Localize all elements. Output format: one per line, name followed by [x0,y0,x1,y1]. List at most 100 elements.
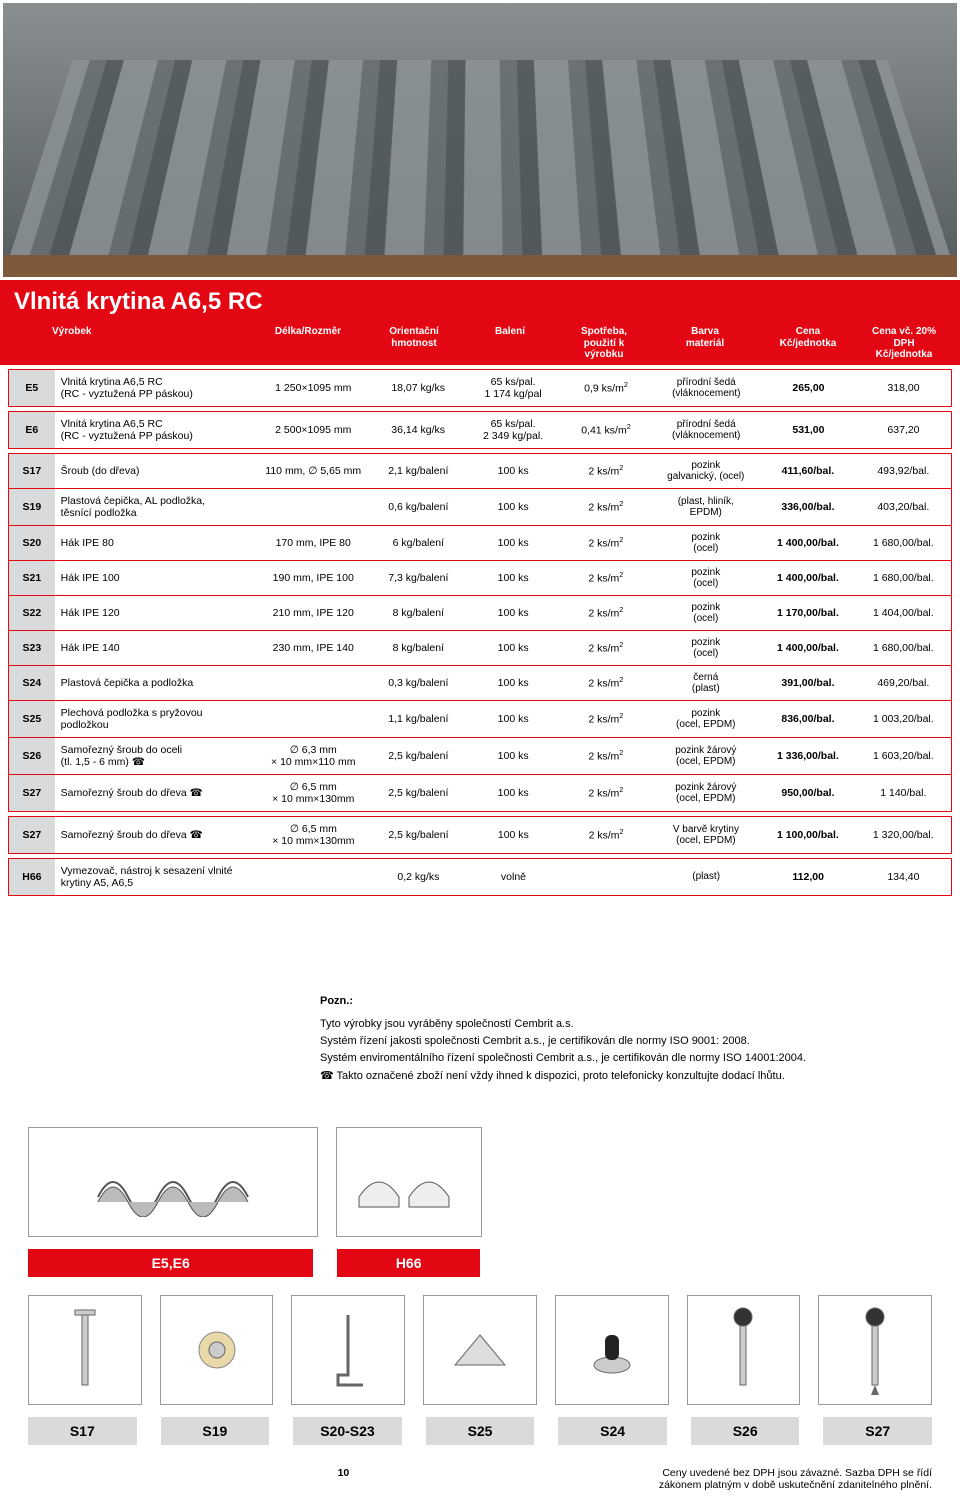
cell-usage: 2 ks/m2 [560,700,651,737]
cell-desc: Plastová čepička a podložka [55,665,256,700]
cell-usage: 2 ks/m2 [561,817,652,853]
table-block: S17Šroub (do dřeva)110 mm, ∅ 5,65 mm2,1 … [8,453,952,812]
table-row: S17Šroub (do dřeva)110 mm, ∅ 5,65 mm2,1 … [9,454,951,488]
cell-weight: 0,3 kg/balení [371,665,466,700]
cell-dim: 230 mm, IPE 140 [256,630,371,665]
cell-dim: 190 mm, IPE 100 [256,560,371,595]
cell-code: S22 [9,595,55,630]
chip-h66: H66 [337,1249,480,1277]
cell-pack: 100 ks [466,737,561,774]
cell-weight: 2,5 kg/balení [371,774,466,811]
cell-dim: 110 mm, ∅ 5,65 mm [256,454,371,488]
phone-icon: ☎ [190,787,204,799]
drawing-s24 [555,1295,669,1405]
table-header: Výrobek Délka/Rozměr Orientačníhmotnost … [0,322,960,365]
table-row: E5Vlnitá krytina A6,5 RC(RC - vyztužená … [9,370,951,406]
cell-material: pozink(ocel) [651,560,760,595]
cell-usage: 0,41 ks/m2 [561,412,652,448]
cell-weight: 2,5 kg/balení [371,737,466,774]
cell-usage: 2 ks/m2 [560,665,651,700]
th-dim: Délka/Rozměr [250,322,366,365]
cell-weight: 8 kg/balení [371,595,466,630]
note-line: Tyto výrobky jsou vyráběny společností C… [320,1018,920,1030]
cell-weight: 36,14 kg/ks [371,412,466,448]
cell-weight: 8 kg/balení [371,630,466,665]
cell-pack: 100 ks [466,525,561,560]
cell-price: 265,00 [761,370,856,406]
cell-price-vat: 1 003,20/bal. [856,700,951,737]
cell-pack: volně [466,859,561,895]
table-row: S20Hák IPE 80170 mm, IPE 806 kg/balení10… [9,525,951,560]
cell-dim [257,859,371,895]
cell-usage: 2 ks/m2 [560,454,651,488]
th-material: Barvamateriál [650,322,760,365]
cell-desc: Samořezný šroub do dřeva ☎ [55,774,256,811]
cell-material: pozinkgalvanický, (ocel) [651,454,760,488]
cell-dim: ∅ 6,5 mm× 10 mm×130mm [256,817,371,853]
table-row: S23Hák IPE 140230 mm, IPE 1408 kg/balení… [9,630,951,665]
drawing-s27 [818,1295,932,1405]
cell-code: S20 [9,525,55,560]
note-line: Systém řízení jakosti společnosti Cembri… [320,1035,920,1047]
note-line: Systém enviromentálního řízení společnos… [320,1052,920,1064]
cell-material: (plast, hliník,EPDM) [651,488,760,525]
cell-material: pozink(ocel) [651,630,760,665]
cell-price: 391,00/bal. [760,665,855,700]
drawing-s17 [28,1295,142,1405]
chip: S20-S23 [293,1417,402,1445]
table-row: S25Plechová podložka s pryžovoupodložkou… [9,700,951,737]
drawing-e5e6 [28,1127,318,1237]
cell-price-vat: 1 680,00/bal. [856,525,951,560]
cell-price-vat: 1 603,20/bal. [856,737,951,774]
cell-usage: 2 ks/m2 [560,774,651,811]
page-title: Vlnitá krytina A6,5 RC [14,288,946,322]
cell-desc: Plechová podložka s pryžovoupodložkou [55,700,256,737]
cell-code: S25 [9,700,55,737]
cell-code: S19 [9,488,55,525]
drawing-s26 [687,1295,801,1405]
cell-price: 336,00/bal. [760,488,855,525]
chips-top: E5,E6 H66 [0,1243,960,1285]
cell-code: E5 [9,370,55,406]
drawing-row-bottom [0,1285,960,1411]
cell-price-vat: 493,92/bal. [856,454,951,488]
cell-pack: 100 ks [466,560,561,595]
cell-desc: Hák IPE 100 [55,560,256,595]
table-block: E5Vlnitá krytina A6,5 RC(RC - vyztužená … [8,369,952,407]
cell-dim [256,488,371,525]
cell-code: S23 [9,630,55,665]
cell-price: 531,00 [761,412,856,448]
chips-bottom: S17S19S20-S23S25S24S26S27 [0,1411,960,1453]
cell-desc: Samořezný šroub do oceli(tl. 1,5 - 6 mm)… [55,737,256,774]
cell-price-vat: 403,20/bal. [856,488,951,525]
table-row: E6Vlnitá krytina A6,5 RC(RC - vyztužená … [9,412,951,448]
notes-section: Pozn.: Tyto výrobky jsou vyráběny společ… [0,900,960,1117]
cell-desc: Hák IPE 80 [55,525,256,560]
cell-usage: 2 ks/m2 [560,595,651,630]
cell-material: pozink(ocel) [651,595,760,630]
cell-price-vat: 318,00 [856,370,951,406]
drawing-s19 [160,1295,274,1405]
cell-material: černá(plast) [651,665,760,700]
table-row: S27Samořezný šroub do dřeva ☎∅ 6,5 mm× 1… [9,774,951,811]
cell-code: E6 [9,412,55,448]
cell-dim: 2 500×1095 mm [256,412,371,448]
cell-price-vat: 134,40 [856,859,951,895]
cell-weight: 2,1 kg/balení [371,454,466,488]
phone-icon: ☎ [132,756,146,768]
cell-price-vat: 469,20/bal. [856,665,951,700]
cell-pack: 100 ks [466,630,561,665]
th-price: CenaKč/jednotka [760,322,856,365]
th-code [0,322,46,365]
cell-code: S27 [9,817,55,853]
cell-usage: 2 ks/m2 [560,560,651,595]
cell-price-vat: 1 680,00/bal. [856,630,951,665]
cell-price: 1 400,00/bal. [760,630,855,665]
th-product: Výrobek [46,322,250,365]
cell-pack: 100 ks [466,454,561,488]
table-row: S26Samořezný šroub do oceli(tl. 1,5 - 6 … [9,737,951,774]
chip-e5e6: E5,E6 [28,1249,313,1277]
cell-code: S21 [9,560,55,595]
cell-pack: 65 ks/pal.2 349 kg/pal. [466,412,561,448]
hero-image [0,0,960,280]
